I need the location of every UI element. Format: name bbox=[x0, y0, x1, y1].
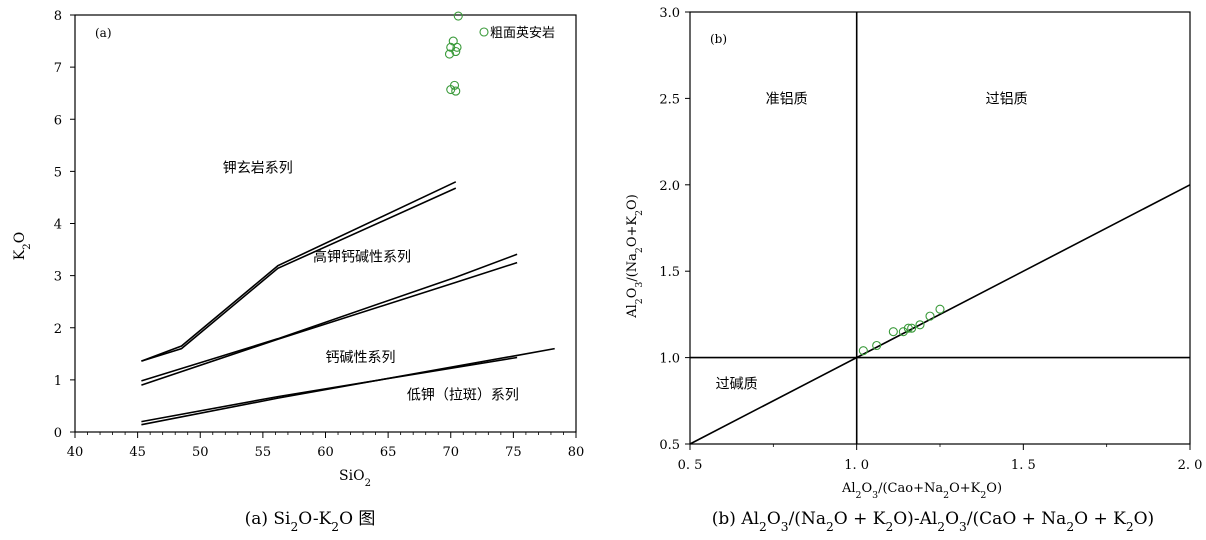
panel-a-x-tick-label: 80 bbox=[568, 445, 585, 460]
panel-a-data-point bbox=[451, 46, 461, 57]
panel-a-y-tick-label: 5 bbox=[54, 165, 62, 180]
panel-b-y-tick-label: 2.5 bbox=[659, 92, 680, 107]
panel-b-axes: 0. 5 1. 0 1. 5 2. 0 0.5 1.0 1.5 2.0 2.5 3.0 bbox=[659, 6, 1202, 473]
panel-b-data-point bbox=[872, 340, 882, 351]
panel-a-y-tick-label: 6 bbox=[54, 113, 62, 128]
panel-a-region-label: 钙碱性系列 bbox=[326, 350, 396, 366]
panel-b-region-label: 过碱质 bbox=[716, 377, 758, 393]
panel-a-region-label: 低钾（拉斑）系列 bbox=[407, 388, 519, 404]
panel-a-region-label: 钾玄岩系列 bbox=[223, 159, 293, 176]
panel-a-series-line-2 bbox=[141, 187, 457, 362]
panel-b-y-tick-label: 3.0 bbox=[659, 6, 680, 21]
panel-b-y-axis-label: Al2O3/(Na2O+K2O) bbox=[625, 194, 645, 319]
panel-a-series bbox=[141, 181, 555, 426]
panel-a-legend-label: 粗面英安岩 bbox=[490, 26, 555, 41]
panel-b-data-point bbox=[935, 304, 945, 314]
panel-a-y-tick-label: 2 bbox=[54, 322, 62, 337]
panel-b-y-tick-label: 1.5 bbox=[659, 265, 680, 280]
panel-b-x-tick-label: 0. 5 bbox=[678, 458, 703, 473]
panel-a-x-tick-label: 50 bbox=[192, 445, 209, 460]
panel-a-x-tick-label: 75 bbox=[505, 445, 522, 460]
panel-a-data-point bbox=[446, 84, 456, 95]
panel-b-data-point bbox=[915, 320, 925, 330]
panel-a-region-label: 高钾钙碱性系列 bbox=[313, 249, 411, 266]
panel-b-y-tick-label: 2.0 bbox=[659, 179, 680, 194]
panel-b-points bbox=[858, 304, 945, 356]
panel-b-data-point bbox=[925, 311, 935, 321]
panel-b-y-tick-label: 1.0 bbox=[659, 352, 680, 367]
panel-a-x-tick-label: 70 bbox=[442, 445, 459, 460]
panel-a-series-line-4 bbox=[141, 261, 518, 386]
panel-b-caption: (b) Al2O3/(Na2O + K2O)-Al2O3/(CaO + Na2O… bbox=[712, 509, 1154, 534]
panel-a-y-tick-label: 1 bbox=[54, 374, 62, 389]
panel-b-x-tick-label: 2. 0 bbox=[1178, 458, 1203, 473]
panel-b: 0. 5 1. 0 1. 5 2. 0 0.5 1.0 1.5 2.0 2.5 3.0 准铝质 过铝… bbox=[625, 6, 1202, 534]
panel-a-data-point bbox=[453, 11, 463, 21]
panel-b-x-tick-label: 1. 5 bbox=[1011, 458, 1036, 473]
panel-a-x-axis-label: SiO2 bbox=[339, 468, 371, 489]
panel-b-data-point bbox=[858, 346, 868, 356]
panel-b-y-tick-label: 0.5 bbox=[659, 438, 680, 453]
panel-b-data-point bbox=[888, 327, 898, 337]
panel-a-y-tick-label: 7 bbox=[54, 61, 62, 76]
panel-b-data-point bbox=[907, 323, 917, 333]
panel-b-reference-line-3 bbox=[689, 184, 1191, 445]
panel-a-y-tick-label: 3 bbox=[54, 270, 62, 285]
panel-a-y-axis-label: K2O bbox=[12, 232, 33, 260]
panel-a-series-line-6 bbox=[141, 347, 555, 426]
panel-a-series-line-1 bbox=[141, 181, 457, 362]
panel-a-data-point bbox=[452, 42, 462, 52]
panel-b-x-tick-label: 1. 0 bbox=[844, 458, 869, 473]
panel-a-y-tick-label: 0 bbox=[54, 426, 62, 441]
panel-a-series-line-3 bbox=[141, 253, 518, 382]
panel-a-frame bbox=[74, 14, 577, 433]
panel-a-y-tick-label: 8 bbox=[54, 9, 62, 24]
panel-a-x-tick-label: 60 bbox=[317, 445, 334, 460]
panel-b-region-label: 过铝质 bbox=[986, 92, 1028, 108]
panel-a-x-tick-label: 40 bbox=[67, 445, 84, 460]
panel-b-x-axis-label: Al2O3/(Cao+Na2O+K2O) bbox=[841, 481, 1002, 501]
panel-a-data-point bbox=[444, 49, 455, 59]
panel-b-series bbox=[689, 12, 1191, 445]
panel-a-points bbox=[444, 11, 489, 96]
panel-a-x-tick-label: 65 bbox=[380, 445, 397, 460]
panel-a-y-tick-label: 4 bbox=[54, 218, 62, 233]
panel-a-x-tick-label: 55 bbox=[255, 445, 272, 460]
panel-b-data-point bbox=[903, 323, 913, 333]
panel-a-series-line-5 bbox=[141, 356, 518, 423]
panel-a-x-tick-label: 45 bbox=[129, 445, 146, 460]
panel-b-frame bbox=[689, 11, 1191, 445]
panel-b-label: (b) bbox=[710, 32, 727, 46]
panel-a-data-point bbox=[451, 86, 461, 96]
panel-b-region-label: 准铝质 bbox=[766, 92, 808, 108]
panel-a-label: (a) bbox=[95, 26, 112, 40]
panel-a-caption: (a) Si2O-K2O 图 bbox=[245, 509, 376, 534]
panel-a-legend-marker bbox=[479, 27, 489, 37]
